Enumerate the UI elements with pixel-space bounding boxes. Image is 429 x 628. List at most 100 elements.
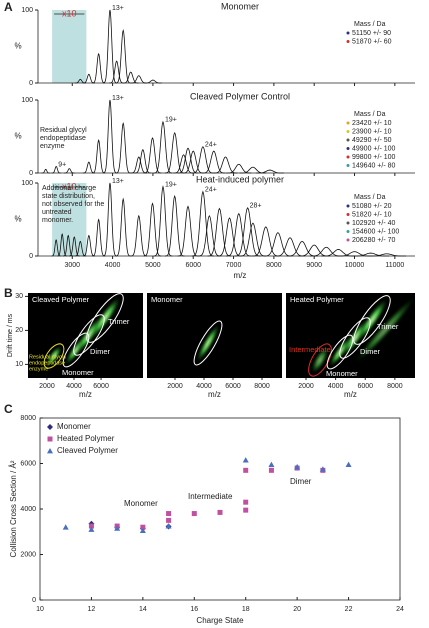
heatmap-title: Monomer — [151, 295, 183, 304]
y-tick-label: 0 — [29, 253, 33, 260]
x-axis-label: m/z — [79, 390, 92, 399]
legend-dot — [346, 130, 350, 133]
legend-dot — [346, 238, 350, 242]
spectrum-peak — [177, 205, 199, 257]
annotation: Dimer — [290, 477, 312, 486]
y-tick-label: 8000 — [20, 415, 36, 422]
note: Residual glycyl — [40, 127, 87, 134]
spectrum-peak — [191, 146, 214, 174]
y-axis-label: % — [14, 132, 21, 141]
x-tick-label: 12 — [88, 606, 96, 613]
x-tick-label: 6000 — [185, 262, 201, 269]
panel-label: B — [4, 286, 13, 300]
legend-label: Cleaved Polymer — [57, 446, 118, 455]
legend-label: 51150 +/- 90 — [352, 30, 391, 37]
x-tick-label: 3000 — [64, 262, 80, 269]
peak-label: 24+ — [205, 142, 217, 149]
spectrum-peak — [143, 137, 162, 174]
note: endopeptidase — [40, 135, 86, 142]
note: untreated — [42, 209, 72, 216]
spectrum-peak — [109, 60, 124, 84]
y-tick-label: 100 — [21, 180, 33, 187]
x-axis-label: m/z — [234, 271, 247, 280]
legend-label: 23900 +/- 10 — [352, 128, 392, 135]
legend-label: 206280 +/- 70 — [352, 237, 396, 244]
species-label: Trimer — [377, 322, 399, 331]
peak-label: 19+ — [165, 181, 177, 188]
spectrum-peak — [255, 169, 284, 174]
peak-label: 28+ — [250, 203, 262, 210]
spectrum-peak — [197, 215, 221, 257]
enzyme-label: endopeptidase — [29, 360, 65, 366]
point — [243, 467, 249, 473]
y-tick-label: 100 — [21, 97, 33, 104]
spectrum-peak — [102, 182, 117, 257]
annotation-ellipses — [43, 293, 391, 377]
y-tick-label: 4000 — [20, 506, 36, 513]
spectrum-peak — [92, 218, 106, 257]
x-tick-label: 4000 — [66, 383, 82, 390]
spectrum-peak — [352, 252, 390, 257]
spectrum-peak — [51, 165, 61, 174]
panel-label: C — [4, 402, 13, 416]
x-tick-label: 20 — [293, 606, 301, 613]
panel-label: A — [4, 0, 13, 14]
x-axis-label: m/z — [344, 390, 357, 399]
note: Additional charge — [42, 185, 96, 192]
point — [242, 457, 249, 463]
species-label: Monomer — [326, 369, 358, 378]
spectrum-title: Cleaved Polymer Control — [190, 91, 290, 101]
point — [165, 523, 172, 529]
legend-dot — [346, 221, 350, 225]
y-axis-label: % — [14, 42, 21, 51]
x-tick-label: 8000 — [387, 383, 403, 390]
spectrum-peak — [153, 120, 173, 174]
legend-dot — [346, 213, 350, 216]
x-tick-label: 6000 — [93, 383, 109, 390]
y-tick-label: 30 — [15, 293, 23, 300]
legend-title: Mass / Da — [354, 21, 386, 28]
x-tick-label: 16 — [190, 606, 198, 613]
species-label: Dimer — [90, 347, 111, 356]
spectrum-peak — [143, 202, 162, 257]
spectrum-peak — [226, 212, 252, 257]
legend-label: 154600 +/- 100 — [352, 228, 399, 235]
spectrum-peak — [286, 240, 318, 257]
heatmap-title: Cleaved Polymer — [32, 295, 90, 304]
legend-label: 51870 +/- 60 — [352, 38, 392, 45]
spectrum-peak — [102, 99, 117, 174]
legend-dot — [346, 155, 350, 159]
y-tick-label: 0 — [32, 597, 36, 604]
x-tick-label: 7000 — [226, 262, 242, 269]
spectrum-peak — [144, 79, 162, 84]
spectrum-peak — [130, 214, 148, 257]
species-label: Trimer — [108, 317, 130, 326]
legend-marker — [47, 448, 53, 454]
enzyme-label: Residual glycyl — [29, 354, 66, 360]
zoom-region — [52, 10, 87, 83]
species-label: Dimer — [360, 347, 381, 356]
y-tick-label: 2000 — [20, 551, 36, 558]
spectrum-peak — [115, 197, 131, 257]
y-tick-label: 0 — [29, 80, 33, 87]
spectrum-peak — [63, 234, 74, 257]
annotation: Monomer — [124, 499, 158, 508]
legend-dot — [346, 121, 350, 125]
spectrum-peak — [122, 71, 139, 84]
zoom-label: x10 — [62, 8, 77, 18]
spectrum-peak — [298, 244, 331, 257]
x-tick-label: 2000 — [39, 383, 55, 390]
legend-dot — [346, 204, 350, 208]
legend-label: Heated Polymer — [57, 434, 115, 443]
x-tick-label: 22 — [345, 606, 353, 613]
spectrum-title: Monomer — [221, 1, 259, 11]
spectrum-peak — [202, 150, 226, 174]
spectrum-peak — [275, 237, 305, 257]
spectrum-peak — [102, 9, 117, 84]
point — [114, 525, 121, 531]
y-tick-label: 100 — [21, 7, 33, 14]
spectrum-peak — [239, 222, 267, 257]
x-tick-label: 8000 — [254, 383, 270, 390]
y-axis-label: % — [14, 215, 21, 224]
legend-label: 23420 +/- 10 — [352, 120, 392, 127]
